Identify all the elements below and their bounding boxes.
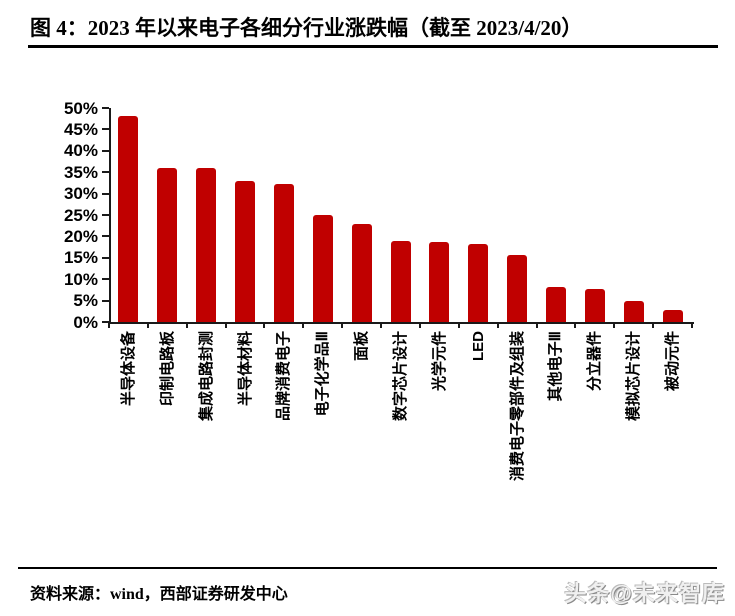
plot-area	[109, 108, 694, 324]
y-axis-label: 15%	[63, 248, 98, 268]
y-axis-label: 35%	[63, 162, 98, 182]
y-axis-tick	[102, 107, 109, 109]
x-axis-tick	[380, 322, 383, 328]
bar	[390, 241, 411, 322]
x-axis-tick	[574, 322, 577, 328]
bar	[468, 243, 489, 322]
footer-divider	[18, 567, 717, 569]
title-divider	[28, 45, 718, 48]
y-axis-tick	[102, 171, 109, 174]
source-text: 资料来源：wind，西部证券研发中心	[30, 586, 288, 603]
y-axis-tick	[102, 214, 109, 216]
y-axis-tick	[102, 299, 109, 302]
y-axis-tick	[102, 128, 109, 131]
x-axis-label: LED	[470, 331, 500, 361]
y-axis-label: 50%	[63, 98, 98, 118]
x-axis-label-text: 印制电路板	[158, 331, 176, 407]
watermark-text: 头条@未来智库	[564, 581, 725, 606]
x-axis-tick	[341, 322, 344, 328]
y-axis-tick	[102, 235, 109, 238]
y-axis-label: 40%	[63, 141, 98, 161]
x-axis-label-text: LED	[469, 331, 487, 361]
y-axis-tick	[102, 321, 109, 323]
x-axis-tick	[535, 322, 538, 328]
x-axis-tick	[457, 322, 460, 328]
x-axis-tick	[185, 322, 188, 328]
bar	[196, 168, 217, 322]
y-axis-label: 25%	[63, 205, 98, 225]
y-axis-label: 5%	[73, 291, 98, 311]
x-axis-label-text: 光学元件	[430, 331, 448, 392]
bar	[545, 286, 566, 322]
x-axis-label-text: 数字芯片设计	[392, 331, 409, 422]
x-axis-label-text: 半导体材料	[236, 331, 254, 407]
x-axis-label-text: 半导体设备	[119, 331, 137, 407]
y-axis-tick	[102, 192, 109, 195]
bar	[623, 300, 644, 322]
x-axis-tick	[496, 322, 499, 328]
x-axis-label-text: 消费电子零部件及组装	[508, 331, 526, 482]
bar	[584, 289, 605, 322]
x-axis-tick	[652, 322, 655, 328]
x-axis-tick	[418, 322, 421, 328]
x-axis-label-text: 分立器件	[586, 331, 604, 392]
bar	[157, 167, 178, 322]
y-axis-tick	[102, 278, 109, 281]
y-axis-label: 20%	[63, 226, 98, 246]
bar	[507, 254, 528, 322]
x-axis-label-text: 其他电子Ⅲ	[547, 331, 565, 402]
x-axis-label-text: 集成电路封测	[197, 331, 215, 422]
x-axis-tick	[302, 322, 305, 328]
y-axis-tick	[102, 256, 109, 259]
bar	[429, 241, 450, 322]
bar	[273, 183, 294, 322]
y-axis-label: 30%	[63, 184, 98, 204]
x-axis-label-text: 电子化学品Ⅲ	[314, 331, 332, 417]
x-axis-tick	[691, 322, 693, 328]
x-axis-tick	[613, 322, 616, 328]
y-axis-tick	[102, 149, 109, 152]
x-axis-label-text: 面板	[353, 331, 371, 362]
y-axis-label: 45%	[63, 119, 98, 139]
bar-chart: 0% 5% 10% 15% 20% 25% 30% 35% 40% 45% 50% 半导体设备 印制电路…	[0, 60, 735, 560]
y-axis-label: 0%	[73, 312, 98, 332]
x-axis-label-text: 被动元件	[664, 331, 682, 392]
x-axis-tick	[108, 322, 110, 328]
x-axis-label-text: 模拟芯片设计	[625, 331, 643, 422]
bar	[118, 115, 139, 322]
bar	[235, 180, 256, 322]
y-axis-label: 10%	[63, 269, 98, 289]
x-axis-label: 被动元件	[664, 331, 724, 391]
x-axis-label-text: 品牌消费电子	[275, 331, 293, 422]
x-axis-tick	[263, 322, 266, 328]
bar	[351, 223, 372, 322]
x-axis-label: 面板	[353, 331, 383, 361]
x-axis-tick	[146, 322, 149, 328]
bar	[662, 309, 683, 322]
x-axis-tick	[224, 322, 227, 328]
figure-title: 图 4：2023 年以来电子各细分行业涨跌幅（截至 2023/4/20）	[30, 16, 583, 40]
bar	[312, 215, 333, 322]
